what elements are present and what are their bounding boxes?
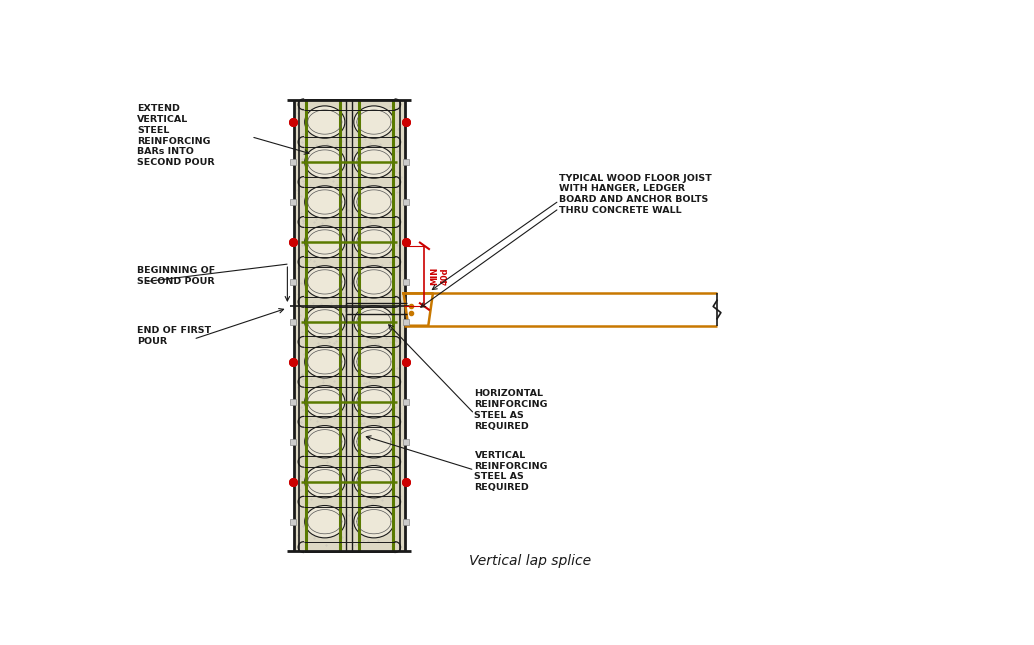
Bar (403, 439, 409, 445)
Ellipse shape (354, 466, 394, 498)
Bar (290, 519, 296, 525)
Bar (290, 199, 296, 205)
Ellipse shape (354, 266, 394, 298)
Ellipse shape (354, 346, 394, 378)
Bar (290, 359, 296, 365)
Ellipse shape (305, 306, 345, 338)
Bar (403, 199, 409, 205)
Bar (290, 399, 296, 405)
Bar (403, 479, 409, 485)
Bar (403, 279, 409, 285)
Ellipse shape (305, 226, 345, 258)
Bar (290, 239, 296, 245)
Ellipse shape (305, 146, 345, 178)
Ellipse shape (354, 386, 394, 418)
Bar (403, 359, 409, 365)
Ellipse shape (305, 426, 345, 458)
Bar (294, 101, 405, 551)
Bar (290, 479, 296, 485)
Ellipse shape (354, 506, 394, 538)
Ellipse shape (305, 506, 345, 538)
Text: BEGINNING OF
SECOND POUR: BEGINNING OF SECOND POUR (138, 266, 215, 286)
Bar (403, 519, 409, 525)
Bar (290, 119, 296, 125)
Bar (290, 159, 296, 165)
Ellipse shape (305, 346, 345, 378)
Ellipse shape (305, 106, 345, 138)
Text: Vertical lap splice: Vertical lap splice (468, 554, 591, 568)
Ellipse shape (354, 426, 394, 458)
Bar (290, 279, 296, 285)
Bar (403, 119, 409, 125)
Bar (403, 319, 409, 325)
Ellipse shape (305, 466, 345, 498)
Bar (290, 319, 296, 325)
Ellipse shape (354, 306, 394, 338)
Text: VERTICAL
REINFORCING
STEEL AS
REQUIRED: VERTICAL REINFORCING STEEL AS REQUIRED (475, 451, 548, 492)
Bar (403, 159, 409, 165)
Text: MIN
40d: MIN 40d (430, 267, 449, 285)
Text: EXTEND
VERTICAL
STEEL
REINFORCING
BARs INTO
SECOND POUR: EXTEND VERTICAL STEEL REINFORCING BARs I… (138, 104, 215, 167)
Ellipse shape (305, 266, 345, 298)
Text: HORIZONTAL
REINFORCING
STEEL AS
REQUIRED: HORIZONTAL REINFORCING STEEL AS REQUIRED (475, 389, 548, 430)
Bar (403, 399, 409, 405)
Ellipse shape (354, 226, 394, 258)
Text: END OF FIRST
POUR: END OF FIRST POUR (138, 326, 211, 346)
Ellipse shape (354, 106, 394, 138)
Ellipse shape (305, 386, 345, 418)
Ellipse shape (354, 186, 394, 218)
Bar (403, 239, 409, 245)
Ellipse shape (354, 146, 394, 178)
Text: TYPICAL WOOD FLOOR JOIST
WITH HANGER, LEDGER
BOARD AND ANCHOR BOLTS
THRU CONCRET: TYPICAL WOOD FLOOR JOIST WITH HANGER, LE… (559, 174, 712, 215)
Ellipse shape (305, 186, 345, 218)
Bar (290, 439, 296, 445)
